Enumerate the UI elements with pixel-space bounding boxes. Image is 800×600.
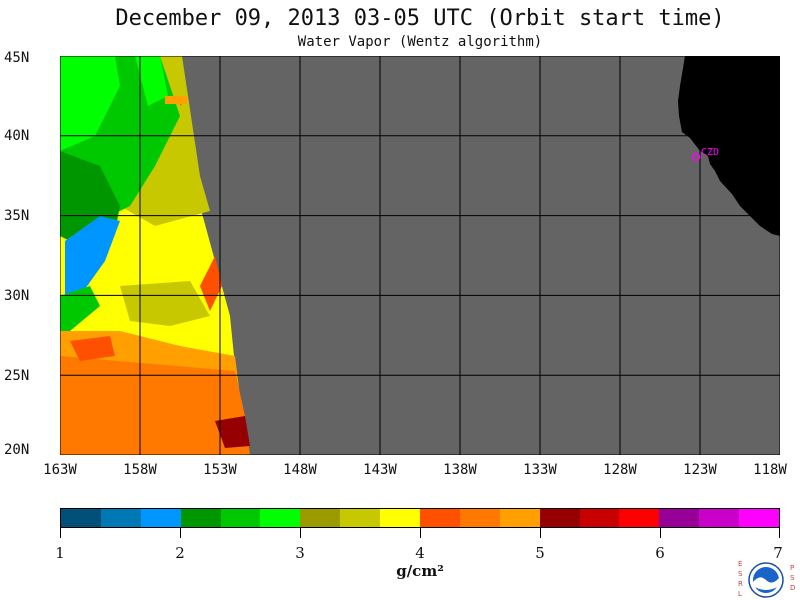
colorbar-swatch: [260, 509, 301, 527]
lat-label-40n: 40N: [4, 128, 30, 144]
svg-text:P: P: [790, 564, 794, 572]
svg-text:S: S: [790, 574, 795, 582]
lat-label-20n: 20N: [4, 442, 30, 458]
colorbar-tick-mark: [420, 528, 421, 538]
psd-letters: PSD: [790, 564, 795, 592]
colorbar-units: g/cm²: [396, 562, 444, 580]
colorbar-swatch: [619, 509, 660, 527]
station-marker: [691, 152, 701, 162]
colorbar-tick-mark: [540, 528, 541, 538]
colorbar-swatch: [340, 509, 381, 527]
lat-label-45n: 45N: [4, 50, 30, 66]
colorbar-swatch: [699, 509, 740, 527]
map-title: December 09, 2013 03-05 UTC (Orbit start…: [115, 6, 725, 31]
station-label: CZD: [701, 147, 719, 158]
colorbar-swatch: [659, 509, 700, 527]
colorbar-swatch: [180, 509, 221, 527]
water-vapor-map: CZD: [60, 56, 780, 455]
map-subtitle: Water Vapor (Wentz algorithm): [297, 34, 543, 50]
colorbar-tick-mark: [660, 528, 661, 538]
svg-text:S: S: [738, 570, 743, 578]
land-mass: [678, 56, 780, 236]
colorbar-tick-mark: [60, 528, 61, 538]
lat-label-30n: 30N: [4, 288, 30, 304]
lon-label-123w: 123W: [683, 462, 717, 478]
svg-text:D: D: [790, 584, 795, 592]
colorbar-label-4: 4: [415, 544, 425, 562]
colorbar-label-2: 2: [175, 544, 185, 562]
lon-label-143w: 143W: [363, 462, 397, 478]
lat-label-35n: 35N: [4, 208, 30, 224]
colorbar-label-3: 3: [295, 544, 305, 562]
colorbar-swatch: [140, 509, 181, 527]
colorbar-label-7: 7: [773, 544, 783, 562]
colorbar-swatch: [499, 509, 540, 527]
colorbar-swatch: [300, 509, 341, 527]
data-swath: [60, 56, 250, 455]
lon-label-163w: 163W: [43, 462, 77, 478]
colorbar-label-6: 6: [655, 544, 665, 562]
colorbar-swatch: [539, 509, 580, 527]
colorbar-swatch: [579, 509, 620, 527]
colorbar-swatch: [100, 509, 141, 527]
colorbar-label-1: 1: [55, 544, 65, 562]
lon-label-118w: 118W: [753, 462, 787, 478]
colorbar-swatch: [380, 509, 421, 527]
svg-text:E: E: [738, 560, 742, 568]
svg-text:L: L: [738, 590, 742, 598]
colorbar-tick-mark: [300, 528, 301, 538]
lon-label-153w: 153W: [203, 462, 237, 478]
lat-label-25n: 25N: [4, 368, 30, 384]
colorbar-swatch: [739, 509, 780, 527]
lon-label-138w: 138W: [443, 462, 477, 478]
svg-text:R: R: [738, 580, 743, 588]
colorbar-label-5: 5: [535, 544, 545, 562]
graticule: [60, 56, 780, 455]
lon-label-158w: 158W: [123, 462, 157, 478]
lon-label-133w: 133W: [523, 462, 557, 478]
colorbar: [60, 508, 780, 528]
colorbar-swatch: [220, 509, 261, 527]
colorbar-swatch: [420, 509, 460, 527]
lon-label-128w: 128W: [603, 462, 637, 478]
colorbar-swatch: [459, 509, 500, 527]
colorbar-tick-mark: [779, 528, 780, 538]
colorbar-tick-mark: [180, 528, 181, 538]
colorbar-swatch: [61, 509, 101, 527]
lon-label-148w: 148W: [283, 462, 317, 478]
